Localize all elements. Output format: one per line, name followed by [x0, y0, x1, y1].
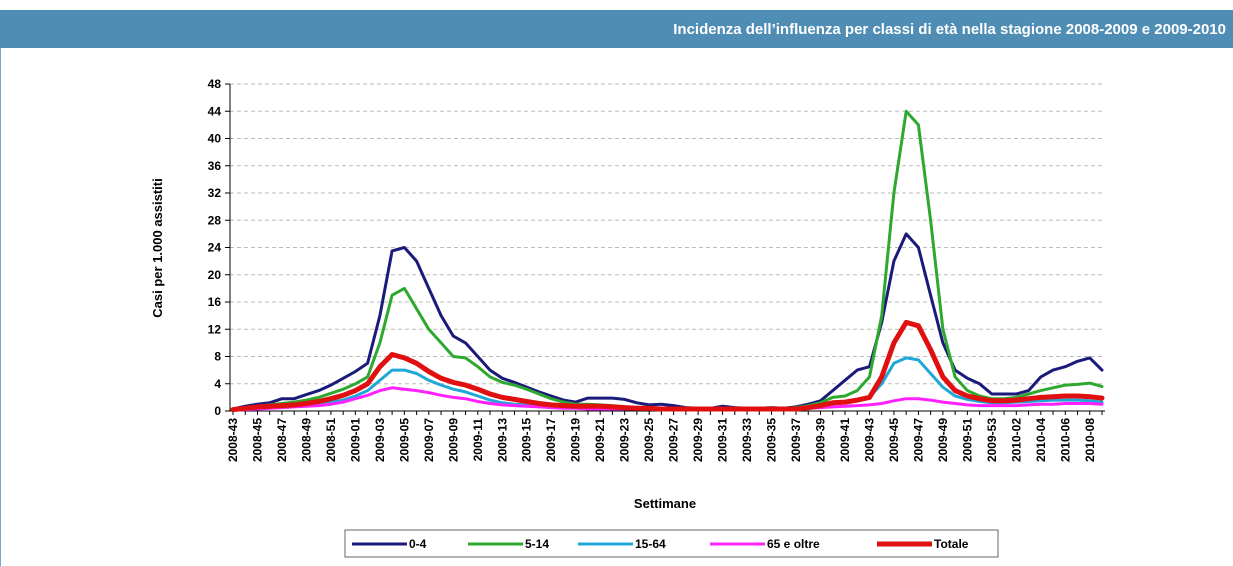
x-tick-label: 2009-19 — [569, 418, 583, 462]
x-tick-label: 2009-25 — [642, 418, 656, 462]
x-tick-label: 2009-15 — [520, 418, 534, 462]
y-tick-label: 20 — [208, 268, 222, 282]
x-tick-label: 2009-09 — [446, 418, 460, 462]
x-tick-label: 2009-27 — [667, 418, 681, 462]
y-tick-label: 48 — [208, 77, 222, 91]
x-tick-label: 2009-49 — [936, 418, 950, 462]
x-tick-label: 2010-04 — [1034, 418, 1048, 462]
y-tick-label: 36 — [208, 159, 222, 173]
header-bar — [0, 10, 1233, 48]
x-tick-label: 2010-08 — [1083, 418, 1097, 462]
x-tick-label: 2009-05 — [397, 418, 411, 462]
series-line — [231, 232, 1104, 411]
legend-label: 15-64 — [635, 537, 666, 551]
y-tick-label: 0 — [214, 404, 221, 418]
x-tick-label: 2009-03 — [373, 418, 387, 462]
x-tick-label: 2008-49 — [299, 418, 313, 462]
x-tick-label: 2010-06 — [1058, 418, 1072, 462]
x-tick-label: 2008-43 — [226, 418, 240, 462]
x-tick-label: 2009-17 — [544, 418, 558, 462]
x-tick-label: 2009-37 — [789, 418, 803, 462]
x-tick-label: 2009-41 — [838, 418, 852, 462]
x-tick-label: 2009-53 — [985, 418, 999, 462]
x-tick-label: 2009-07 — [422, 418, 436, 462]
legend-label: 5-14 — [525, 537, 549, 551]
x-tick-label: 2009-23 — [618, 418, 632, 462]
y-tick-label: 44 — [208, 104, 222, 118]
y-tick-label: 40 — [208, 132, 222, 146]
y-tick-label: 16 — [208, 295, 222, 309]
x-tick-label: 2009-43 — [862, 418, 876, 462]
x-tick-label: 2009-31 — [716, 418, 730, 462]
x-tick-label: 2009-35 — [765, 418, 779, 462]
x-tick-label: 2008-51 — [324, 418, 338, 462]
legend-label: 65 e oltre — [767, 537, 820, 551]
x-tick-label: 2009-51 — [960, 418, 974, 462]
y-tick-label: 4 — [214, 377, 221, 391]
y-tick-label: 8 — [214, 350, 221, 364]
series-line — [230, 319, 1105, 413]
x-tick-label: 2009-29 — [691, 418, 705, 462]
x-tick-label: 2009-01 — [348, 418, 362, 462]
y-tick-label: 28 — [208, 213, 222, 227]
y-tick-label: 32 — [208, 186, 222, 200]
x-tick-label: 2009-21 — [593, 418, 607, 462]
x-tick-label: 2008-45 — [250, 418, 264, 462]
x-tick-label: 2010-02 — [1009, 418, 1023, 462]
y-tick-label: 12 — [208, 322, 222, 336]
x-tick-label: 2009-13 — [495, 418, 509, 462]
x-tick-label: 2009-39 — [813, 418, 827, 462]
legend-label: 0-4 — [409, 537, 427, 551]
y-axis-title: Casi per 1.000 assistiti — [150, 178, 165, 317]
lines — [230, 109, 1105, 413]
x-axis-title: Settimane — [634, 496, 696, 511]
y-tick-label: 24 — [208, 241, 222, 255]
x-tick-label: 2009-47 — [911, 418, 925, 462]
chart-title: Incidenza dell’influenza per classi di e… — [673, 21, 1226, 38]
legend-label: Totale — [934, 537, 969, 551]
x-tick-label: 2009-45 — [887, 418, 901, 462]
x-tick-label: 2009-11 — [471, 418, 485, 462]
x-tick-label: 2008-47 — [275, 418, 289, 462]
legend: 0-4 5-14 15-64 65 e oltre Totale — [352, 537, 969, 551]
x-tick-label: 2009-33 — [740, 418, 754, 462]
